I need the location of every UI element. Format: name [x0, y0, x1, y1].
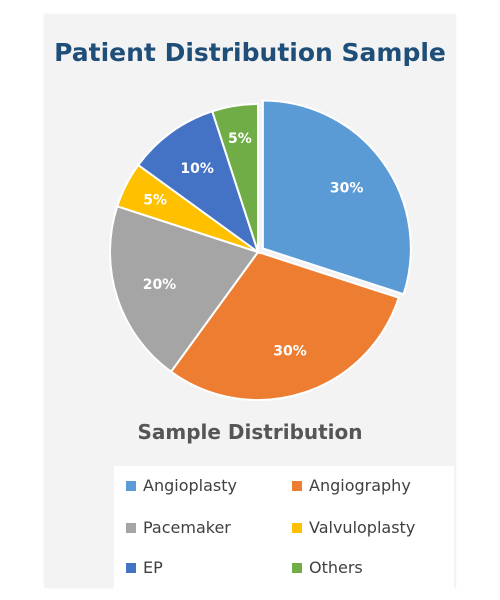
legend-swatch [292, 480, 302, 491]
legend-swatch [126, 562, 136, 573]
data-label-valvuloplasty: 5% [143, 193, 167, 209]
data-label-ep: 10% [180, 161, 214, 177]
legend-label: Valvuloplasty [309, 518, 416, 537]
legend-label: Pacemaker [143, 518, 231, 537]
chart-subtitle: Sample Distribution [137, 420, 363, 444]
legend-item-ep: EP [126, 558, 163, 577]
legend-swatch [126, 480, 136, 491]
data-label-pacemaker: 20% [143, 277, 177, 293]
legend-item-angioplasty: Angioplasty [126, 476, 237, 495]
legend-item-pacemaker: Pacemaker [126, 518, 231, 537]
pie-slice-pacemaker [109, 205, 260, 374]
data-label-angiography: 30% [273, 344, 307, 360]
data-label-angioplasty: 30% [330, 181, 364, 197]
data-label-others: 5% [228, 131, 252, 147]
legend-swatch [292, 562, 302, 573]
legend-item-angiography: Angiography [292, 476, 411, 495]
pie-slice-others [211, 102, 259, 253]
pie-slice-angioplasty [261, 99, 412, 296]
legend-item-others: Others [292, 558, 363, 577]
pie-slice-angiography [169, 250, 401, 401]
chart-legend: Angioplasty Angiography Pacemaker Valvul… [114, 466, 454, 590]
legend-swatch [126, 522, 136, 533]
legend-item-valvuloplasty: Valvuloplasty [292, 518, 415, 537]
chart-title: Patient Distribution Sample [54, 38, 446, 67]
legend-label: Angiography [309, 476, 411, 495]
legend-label: Others [309, 558, 363, 577]
pie-slice-ep [136, 109, 260, 255]
legend-label: EP [143, 558, 163, 577]
legend-swatch [292, 522, 302, 533]
legend-label: Angioplasty [143, 476, 237, 495]
